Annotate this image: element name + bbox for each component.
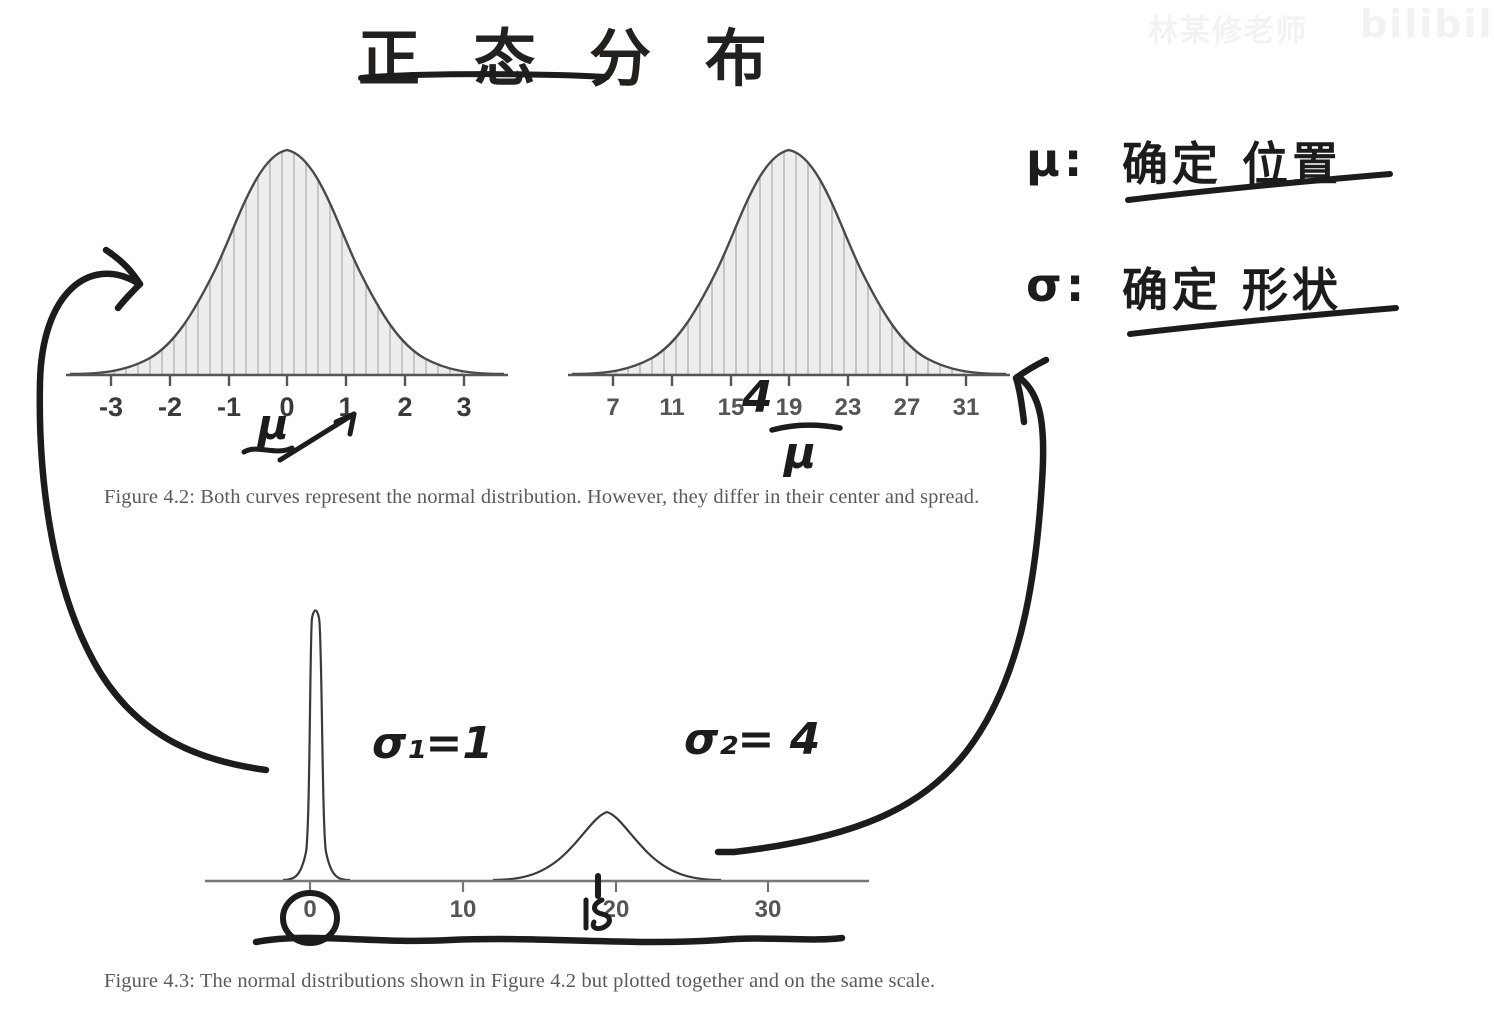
chart-shifted-normal: 7 11 15 19 23 27 31 xyxy=(568,120,1010,421)
tick-label: -1 xyxy=(216,392,242,422)
sigma1-label: σ₁=1 xyxy=(372,718,494,769)
series-sigma-4-curve xyxy=(492,810,722,882)
tick-label: 31 xyxy=(952,394,980,421)
figure-4-3-caption: Figure 4.3: The normal distributions sho… xyxy=(104,970,936,992)
zero-circle-highlight xyxy=(280,890,340,946)
curved-arrow-right xyxy=(714,356,1050,856)
figure-4-2-caption: Figure 4.2: Both curves represent the no… xyxy=(104,486,980,508)
note-sigma-symbol: σ: xyxy=(1026,258,1089,312)
mu-arrow-chart1 xyxy=(241,411,357,463)
curve-fill xyxy=(572,150,1006,374)
tick-label: 30 xyxy=(754,896,782,923)
curve-fill xyxy=(70,150,504,374)
watermark-cn: 林某修老师 xyxy=(1148,14,1308,49)
tick-label: 2 xyxy=(397,392,413,422)
series-sigma-1-curve xyxy=(282,609,351,882)
histogram-bars xyxy=(591,150,977,374)
tick-label: 27 xyxy=(893,394,921,421)
curve-outline xyxy=(571,148,1007,376)
tick-label: 10 xyxy=(449,896,477,923)
mean-mark-bottom xyxy=(583,873,612,931)
curve-outline xyxy=(69,148,505,376)
curved-arrow-left xyxy=(36,246,270,774)
chart-shifted-normal-svg xyxy=(568,148,1010,386)
tick-label: 23 xyxy=(834,394,862,421)
chart-standard-normal-svg xyxy=(66,148,508,386)
tick-label: -3 xyxy=(98,392,124,422)
x-axis-ticks xyxy=(109,375,466,386)
sigma2-label: σ₂= 4 xyxy=(684,714,821,765)
tick-label: 15 xyxy=(717,394,745,421)
bottom-axis-underline xyxy=(252,934,846,946)
tick-label: 0 xyxy=(279,392,295,422)
x-axis-ticks xyxy=(611,375,968,386)
x-axis-ticks xyxy=(308,881,770,892)
note-mu-underline xyxy=(1125,171,1393,203)
watermark-brand-bilibili: bilibili xyxy=(1360,2,1494,46)
tick-label: 7 xyxy=(606,394,620,421)
tick-label: -2 xyxy=(157,392,183,422)
mu-label-chart1: μ xyxy=(258,400,289,449)
tick-label: 11 xyxy=(659,394,685,421)
note-mu-symbol: μ: xyxy=(1026,133,1087,187)
note-sigma-text: 确定 形状 xyxy=(1122,263,1343,317)
chart-combined-scale: 0 10 20 30 xyxy=(205,600,877,923)
tick-label: 19 xyxy=(775,394,803,421)
handwritten-title: 正 态 分 布 xyxy=(358,22,783,95)
mu-bar-chart2 xyxy=(769,422,843,433)
title-underline xyxy=(358,71,610,81)
tick-label: 3 xyxy=(456,392,472,422)
sigma-value-chart2: 4 xyxy=(742,372,773,423)
note-sigma-underline xyxy=(1127,305,1399,337)
tick-label: 0 xyxy=(303,896,317,923)
chart-standard-normal: -3 -2 -1 0 1 2 3 xyxy=(66,120,508,422)
mu-label-chart2: μ xyxy=(784,428,817,479)
